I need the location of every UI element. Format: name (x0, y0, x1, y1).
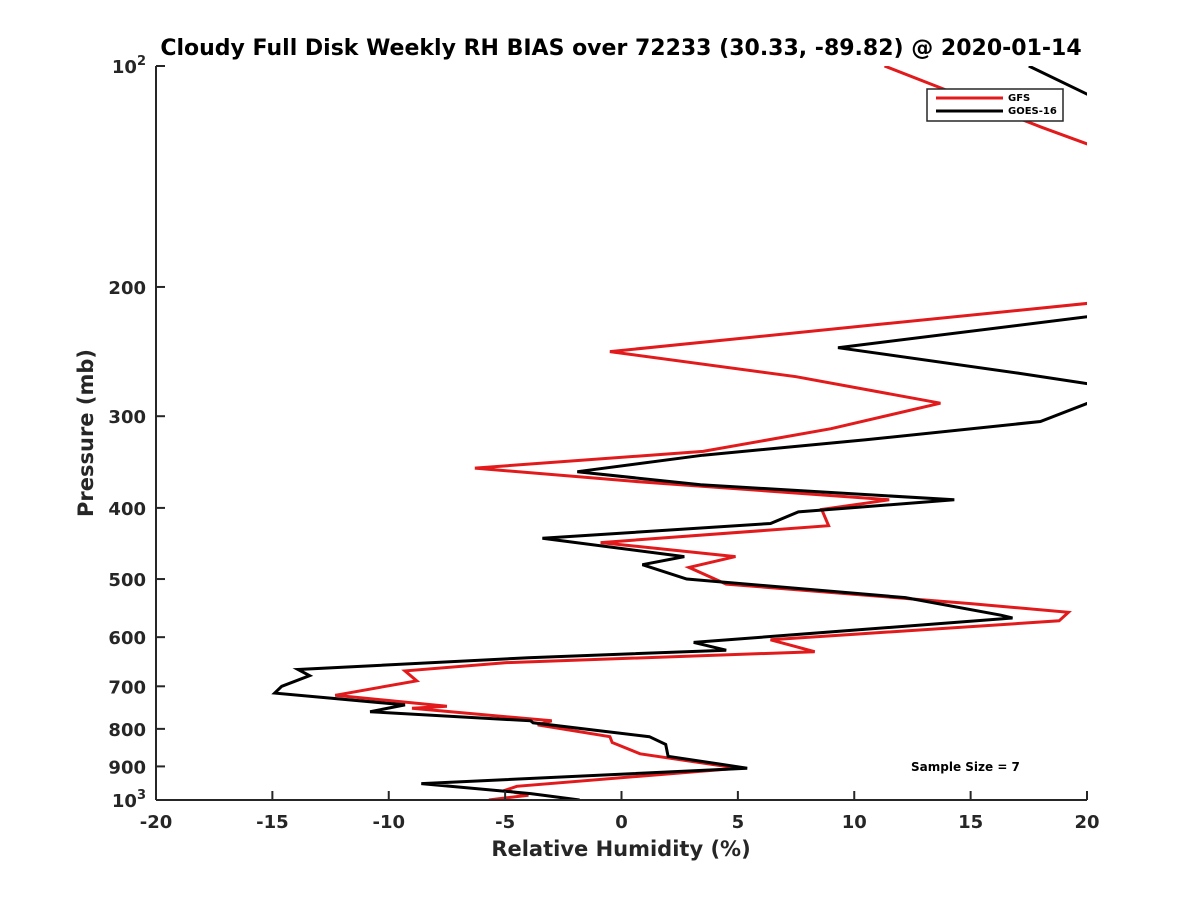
y-tick-label: 400 (108, 499, 146, 520)
series-layer (271, 66, 1087, 800)
y-tick-label: 700 (108, 677, 146, 698)
y-tick-label: 600 (108, 628, 146, 649)
y-tick-label: 500 (108, 570, 146, 591)
y-axis-label: Pressure (mb) (74, 349, 98, 517)
x-ticks: -20 -15 -10 -5 0 5 10 15 20 (140, 791, 1100, 833)
y-tick-label: 800 (108, 720, 146, 741)
x-tick-label: -5 (495, 812, 515, 833)
x-tick-label: 10 (842, 812, 867, 833)
x-tick-label: 5 (732, 812, 745, 833)
y-tick-label: 200 (108, 278, 146, 299)
legend: GFS GOES-16 (926, 88, 1064, 122)
x-tick-label: 20 (1074, 812, 1099, 833)
legend-box (926, 88, 1064, 122)
x-tick-label: 0 (615, 812, 628, 833)
legend-label-goes16: GOES-16 (1008, 106, 1057, 117)
x-tick-label: 15 (958, 812, 983, 833)
y-tick-label: 300 (108, 407, 146, 428)
x-tick-label: -10 (372, 812, 405, 833)
x-axis-label: Relative Humidity (%) (491, 837, 750, 861)
x-tick-label: -15 (256, 812, 289, 833)
y-tick-label: 103 (112, 788, 146, 812)
series-line-gfs (334, 66, 1087, 800)
x-tick-label: -20 (140, 812, 173, 833)
y-tick-label: 900 (108, 757, 146, 778)
sample-size-annotation: Sample Size = 7 (911, 760, 1020, 774)
chart-title: Cloudy Full Disk Weekly RH BIAS over 722… (160, 36, 1081, 61)
y-ticks: 102 200 300 400 500 600 700 800 900 103 (108, 54, 165, 812)
y-tick-label: 102 (112, 54, 146, 78)
series-line-goes16 (271, 66, 1087, 800)
legend-label-gfs: GFS (1008, 93, 1030, 104)
